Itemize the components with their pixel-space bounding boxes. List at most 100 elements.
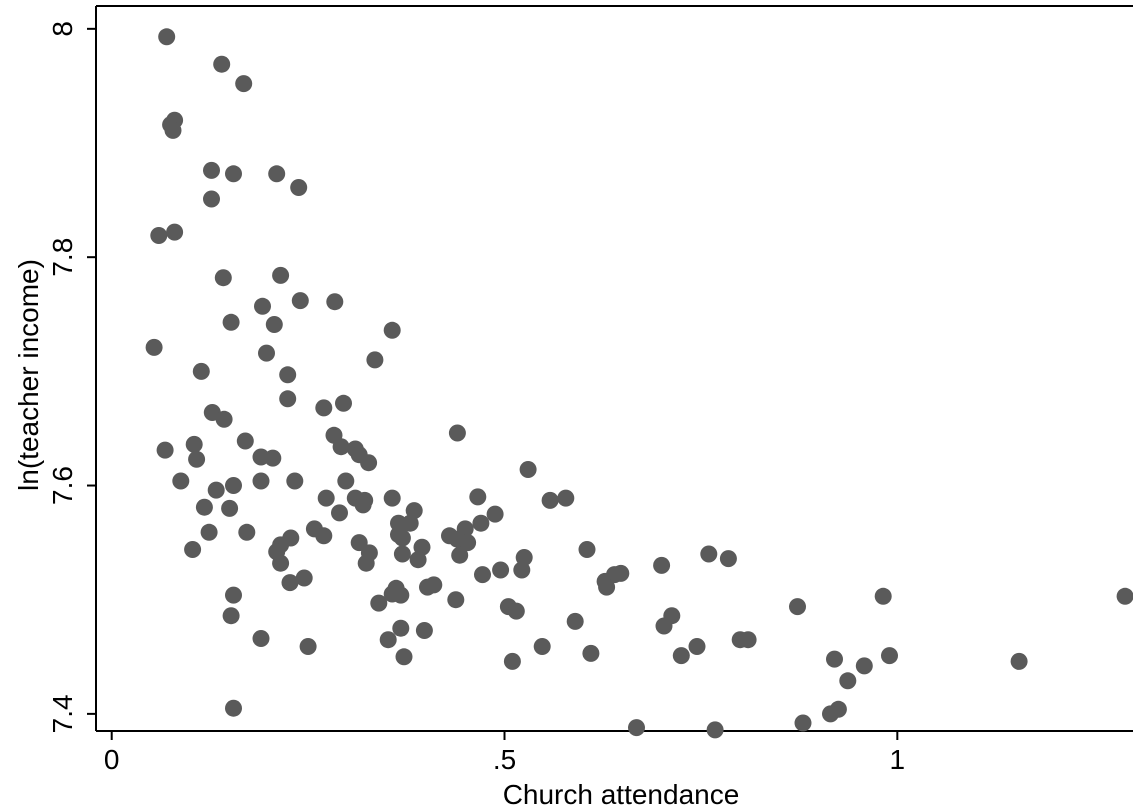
data-point: [272, 554, 290, 572]
data-point: [268, 165, 286, 183]
data-point: [469, 488, 487, 506]
data-point: [519, 461, 537, 478]
data-point: [1116, 587, 1133, 605]
y-axis-title: ln(teacher income): [13, 259, 44, 491]
data-point: [395, 648, 413, 666]
data-point: [566, 612, 584, 630]
data-point: [235, 75, 253, 93]
data-point: [238, 523, 256, 541]
data-point: [370, 594, 388, 612]
data-point: [392, 619, 410, 637]
data-point: [225, 699, 242, 717]
data-point: [326, 293, 344, 311]
data-point: [653, 556, 671, 574]
data-point: [360, 454, 378, 472]
data-point: [252, 472, 270, 490]
data-point: [222, 607, 240, 625]
data-point: [706, 721, 724, 739]
data-point: [794, 714, 812, 732]
data-point: [215, 410, 233, 428]
data-point: [337, 472, 355, 490]
data-point: [317, 489, 335, 507]
data-point: [393, 545, 411, 563]
data-point: [826, 650, 843, 668]
y-tick-label: 7.8: [47, 238, 78, 277]
data-point: [789, 598, 806, 616]
data-point: [254, 297, 271, 315]
data-point: [203, 161, 220, 179]
data-point: [222, 313, 240, 331]
data-point: [719, 550, 737, 568]
data-point: [335, 394, 352, 412]
data-point: [291, 292, 309, 310]
data-point: [150, 227, 168, 244]
data-point: [448, 424, 466, 442]
data-point: [225, 477, 242, 494]
data-point: [855, 657, 873, 675]
data-point: [419, 578, 436, 596]
data-point: [332, 438, 350, 456]
data-point: [655, 617, 673, 635]
data-point: [213, 55, 231, 73]
y-axis-ticks: 7.4 7.6 7.8 8: [47, 21, 96, 733]
data-point: [236, 432, 254, 450]
data-point: [158, 28, 176, 46]
data-point: [207, 481, 225, 499]
data-point: [290, 179, 308, 196]
data-point: [688, 638, 706, 655]
data-point: [272, 266, 290, 284]
data-point: [195, 498, 213, 516]
data-point: [295, 569, 313, 587]
data-points: [145, 28, 1133, 739]
data-point: [156, 441, 174, 459]
data-point: [839, 672, 857, 690]
data-point: [513, 561, 531, 579]
data-point: [598, 578, 616, 596]
data-point: [214, 269, 232, 287]
data-point: [279, 390, 297, 408]
data-point: [172, 472, 190, 490]
data-point: [874, 587, 892, 605]
data-point: [582, 644, 600, 662]
data-point: [672, 647, 690, 665]
data-point: [145, 338, 163, 356]
data-point: [185, 435, 203, 453]
data-point: [225, 586, 242, 604]
x-tick-label: .5: [493, 744, 516, 775]
data-point: [383, 321, 401, 339]
data-point: [203, 190, 220, 208]
data-point: [252, 630, 270, 647]
data-point: [258, 344, 275, 362]
data-point: [315, 399, 333, 417]
x-axis-ticks: 0.5 1: [104, 731, 905, 775]
data-point: [447, 591, 465, 609]
data-point: [184, 541, 202, 558]
data-point: [264, 449, 282, 467]
data-point: [541, 491, 559, 509]
data-point: [331, 504, 348, 522]
data-point: [188, 450, 206, 468]
data-point: [492, 561, 510, 579]
data-point: [164, 121, 182, 139]
data-point: [700, 545, 718, 563]
x-tick-label: 0: [104, 744, 120, 775]
data-point: [474, 566, 491, 584]
data-point: [533, 638, 551, 655]
data-point: [459, 534, 477, 552]
data-point: [731, 631, 749, 649]
data-point: [354, 496, 372, 514]
data-point: [383, 585, 401, 603]
y-tick-label: 7.4: [47, 694, 78, 733]
data-point: [578, 541, 596, 558]
data-point: [472, 514, 490, 532]
data-point: [366, 351, 384, 369]
data-point: [486, 505, 504, 523]
data-point: [881, 647, 898, 665]
data-point: [393, 529, 411, 547]
y-tick-label: 7.6: [47, 466, 78, 505]
data-point: [401, 514, 419, 532]
x-tick-label: 1: [890, 744, 906, 775]
data-point: [192, 362, 210, 380]
data-point: [281, 574, 299, 592]
